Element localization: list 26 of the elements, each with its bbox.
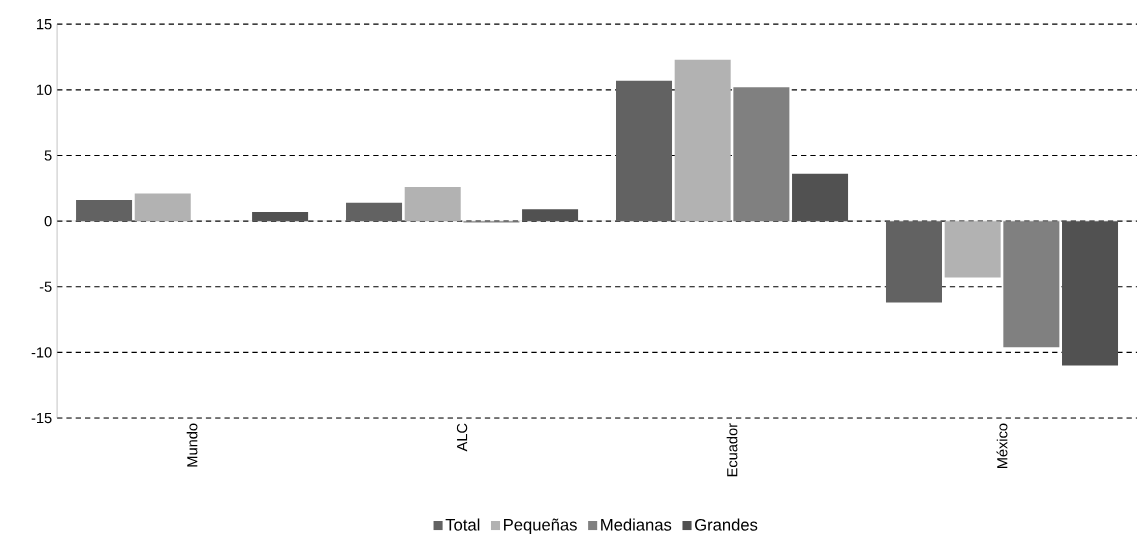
y-tick-label: 0 <box>44 216 52 227</box>
y-tick-label: 5 <box>44 150 52 161</box>
legend-label: Grandes <box>695 518 758 531</box>
legend-label: Total <box>445 518 480 531</box>
bar <box>944 221 1001 278</box>
y-tick-label: -10 <box>31 347 52 358</box>
x-tick-label: ALC <box>456 423 468 452</box>
bar <box>616 80 673 222</box>
bar <box>346 202 403 222</box>
y-tick-label: -15 <box>31 413 52 424</box>
y-tick-label: -5 <box>39 281 52 292</box>
bar <box>404 187 461 222</box>
legend-label: Medianas <box>601 518 672 531</box>
legend-label: Pequeñas <box>504 518 577 534</box>
bar <box>134 193 191 222</box>
bar <box>885 221 942 303</box>
bar <box>792 173 849 222</box>
bar <box>522 209 579 222</box>
y-tick-label: 10 <box>37 84 52 96</box>
x-tick-label: México <box>996 423 1008 469</box>
bar <box>674 59 731 222</box>
bar <box>1062 221 1119 366</box>
y-tick-label: 15 <box>37 19 52 30</box>
x-tick-label: Mundo <box>186 423 198 467</box>
x-tick-label: Ecuador <box>726 423 738 477</box>
bar <box>76 200 133 222</box>
